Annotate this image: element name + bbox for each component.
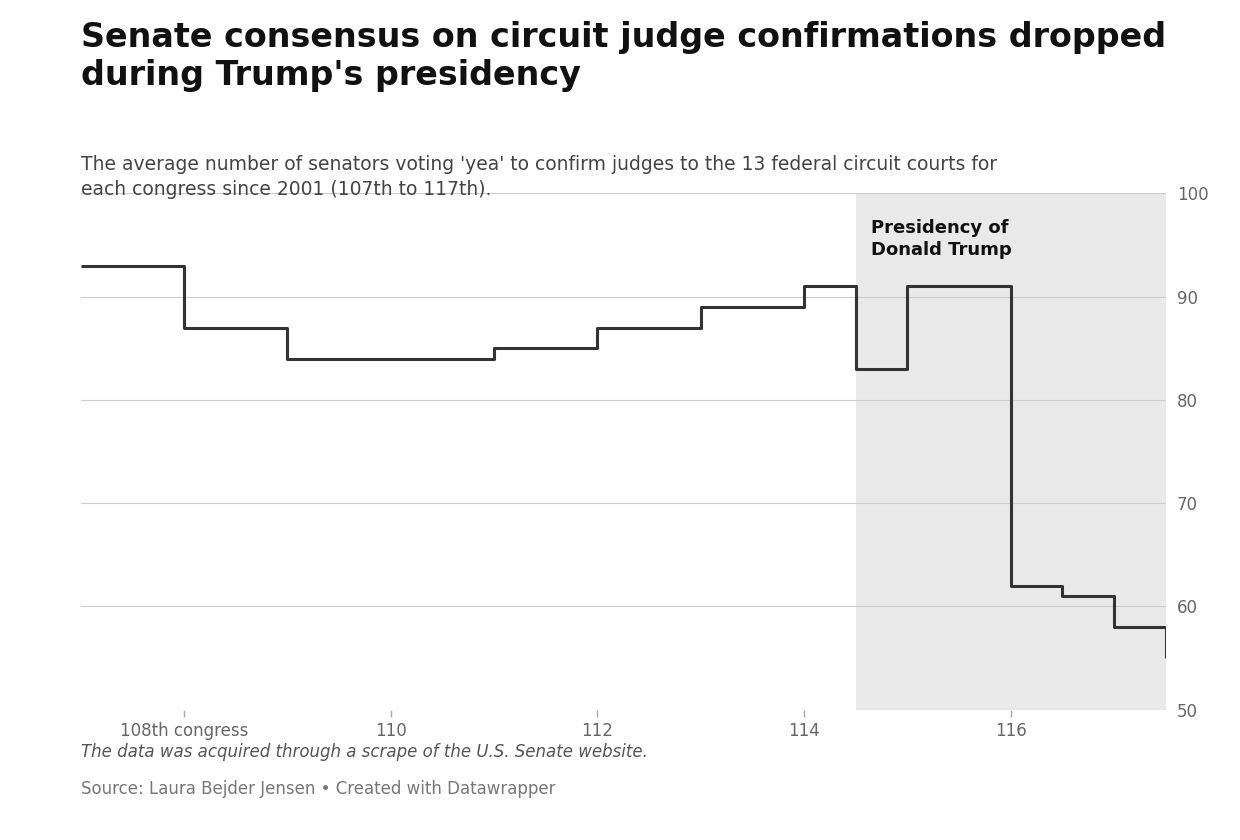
Bar — [856, 193, 1166, 710]
Text: The average number of senators voting 'yea' to confirm judges to the 13 federal : The average number of senators voting 'y… — [81, 155, 997, 199]
Text: Presidency of
Donald Trump: Presidency of Donald Trump — [872, 219, 1012, 260]
Text: Senate consensus on circuit judge confirmations dropped
during Trump's presidenc: Senate consensus on circuit judge confir… — [81, 21, 1166, 92]
Text: Source: Laura Bejder Jensen • Created with Datawrapper: Source: Laura Bejder Jensen • Created wi… — [81, 780, 556, 797]
Text: The data was acquired through a scrape of the U.S. Senate website.: The data was acquired through a scrape o… — [81, 743, 647, 761]
